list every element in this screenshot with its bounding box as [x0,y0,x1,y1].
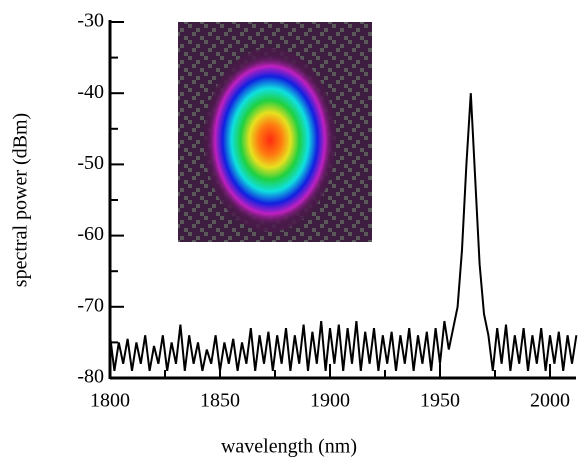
spectrum-line [109,93,578,372]
x-tick-label: 1900 [310,390,350,412]
beam-profile-inset [178,22,372,242]
y-tick-label: -60 [77,223,104,245]
y-tick-label: -70 [77,294,104,316]
x-tick-label: 1800 [90,390,130,412]
y-axis-title: spectral power (dBm) [10,113,32,287]
y-tick-label: -30 [77,10,104,32]
x-tick-label: 1950 [420,390,460,412]
x-tick-label: 2000 [530,390,570,412]
y-tick-label: -50 [77,152,104,174]
y-tick-label: -40 [77,81,104,103]
x-axis-title: wavelength (nm) [221,436,357,458]
y-tick-label: -80 [77,366,104,388]
x-tick-label: 1850 [200,390,240,412]
